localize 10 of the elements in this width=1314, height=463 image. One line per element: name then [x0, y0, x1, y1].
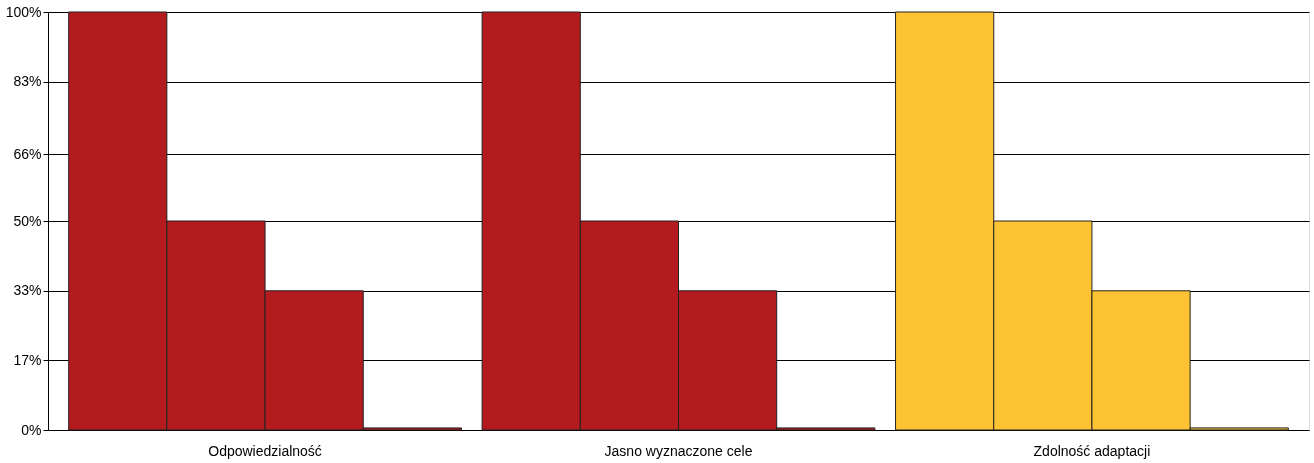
- y-tick-label: 66%: [13, 145, 42, 162]
- y-tick-label: 0%: [21, 421, 42, 438]
- x-tick-label: Odpowiedzialność: [208, 442, 322, 459]
- y-tick-label: 83%: [13, 73, 42, 90]
- y-tick-label: 100%: [5, 3, 42, 20]
- y-tick-label: 50%: [13, 212, 42, 229]
- y-tick-label: 33%: [13, 282, 42, 299]
- x-tick-label: Zdolność adaptacji: [1033, 442, 1151, 459]
- x-tick-label: Jasno wyznaczone cele: [604, 442, 753, 459]
- y-tick-label: 17%: [13, 351, 42, 368]
